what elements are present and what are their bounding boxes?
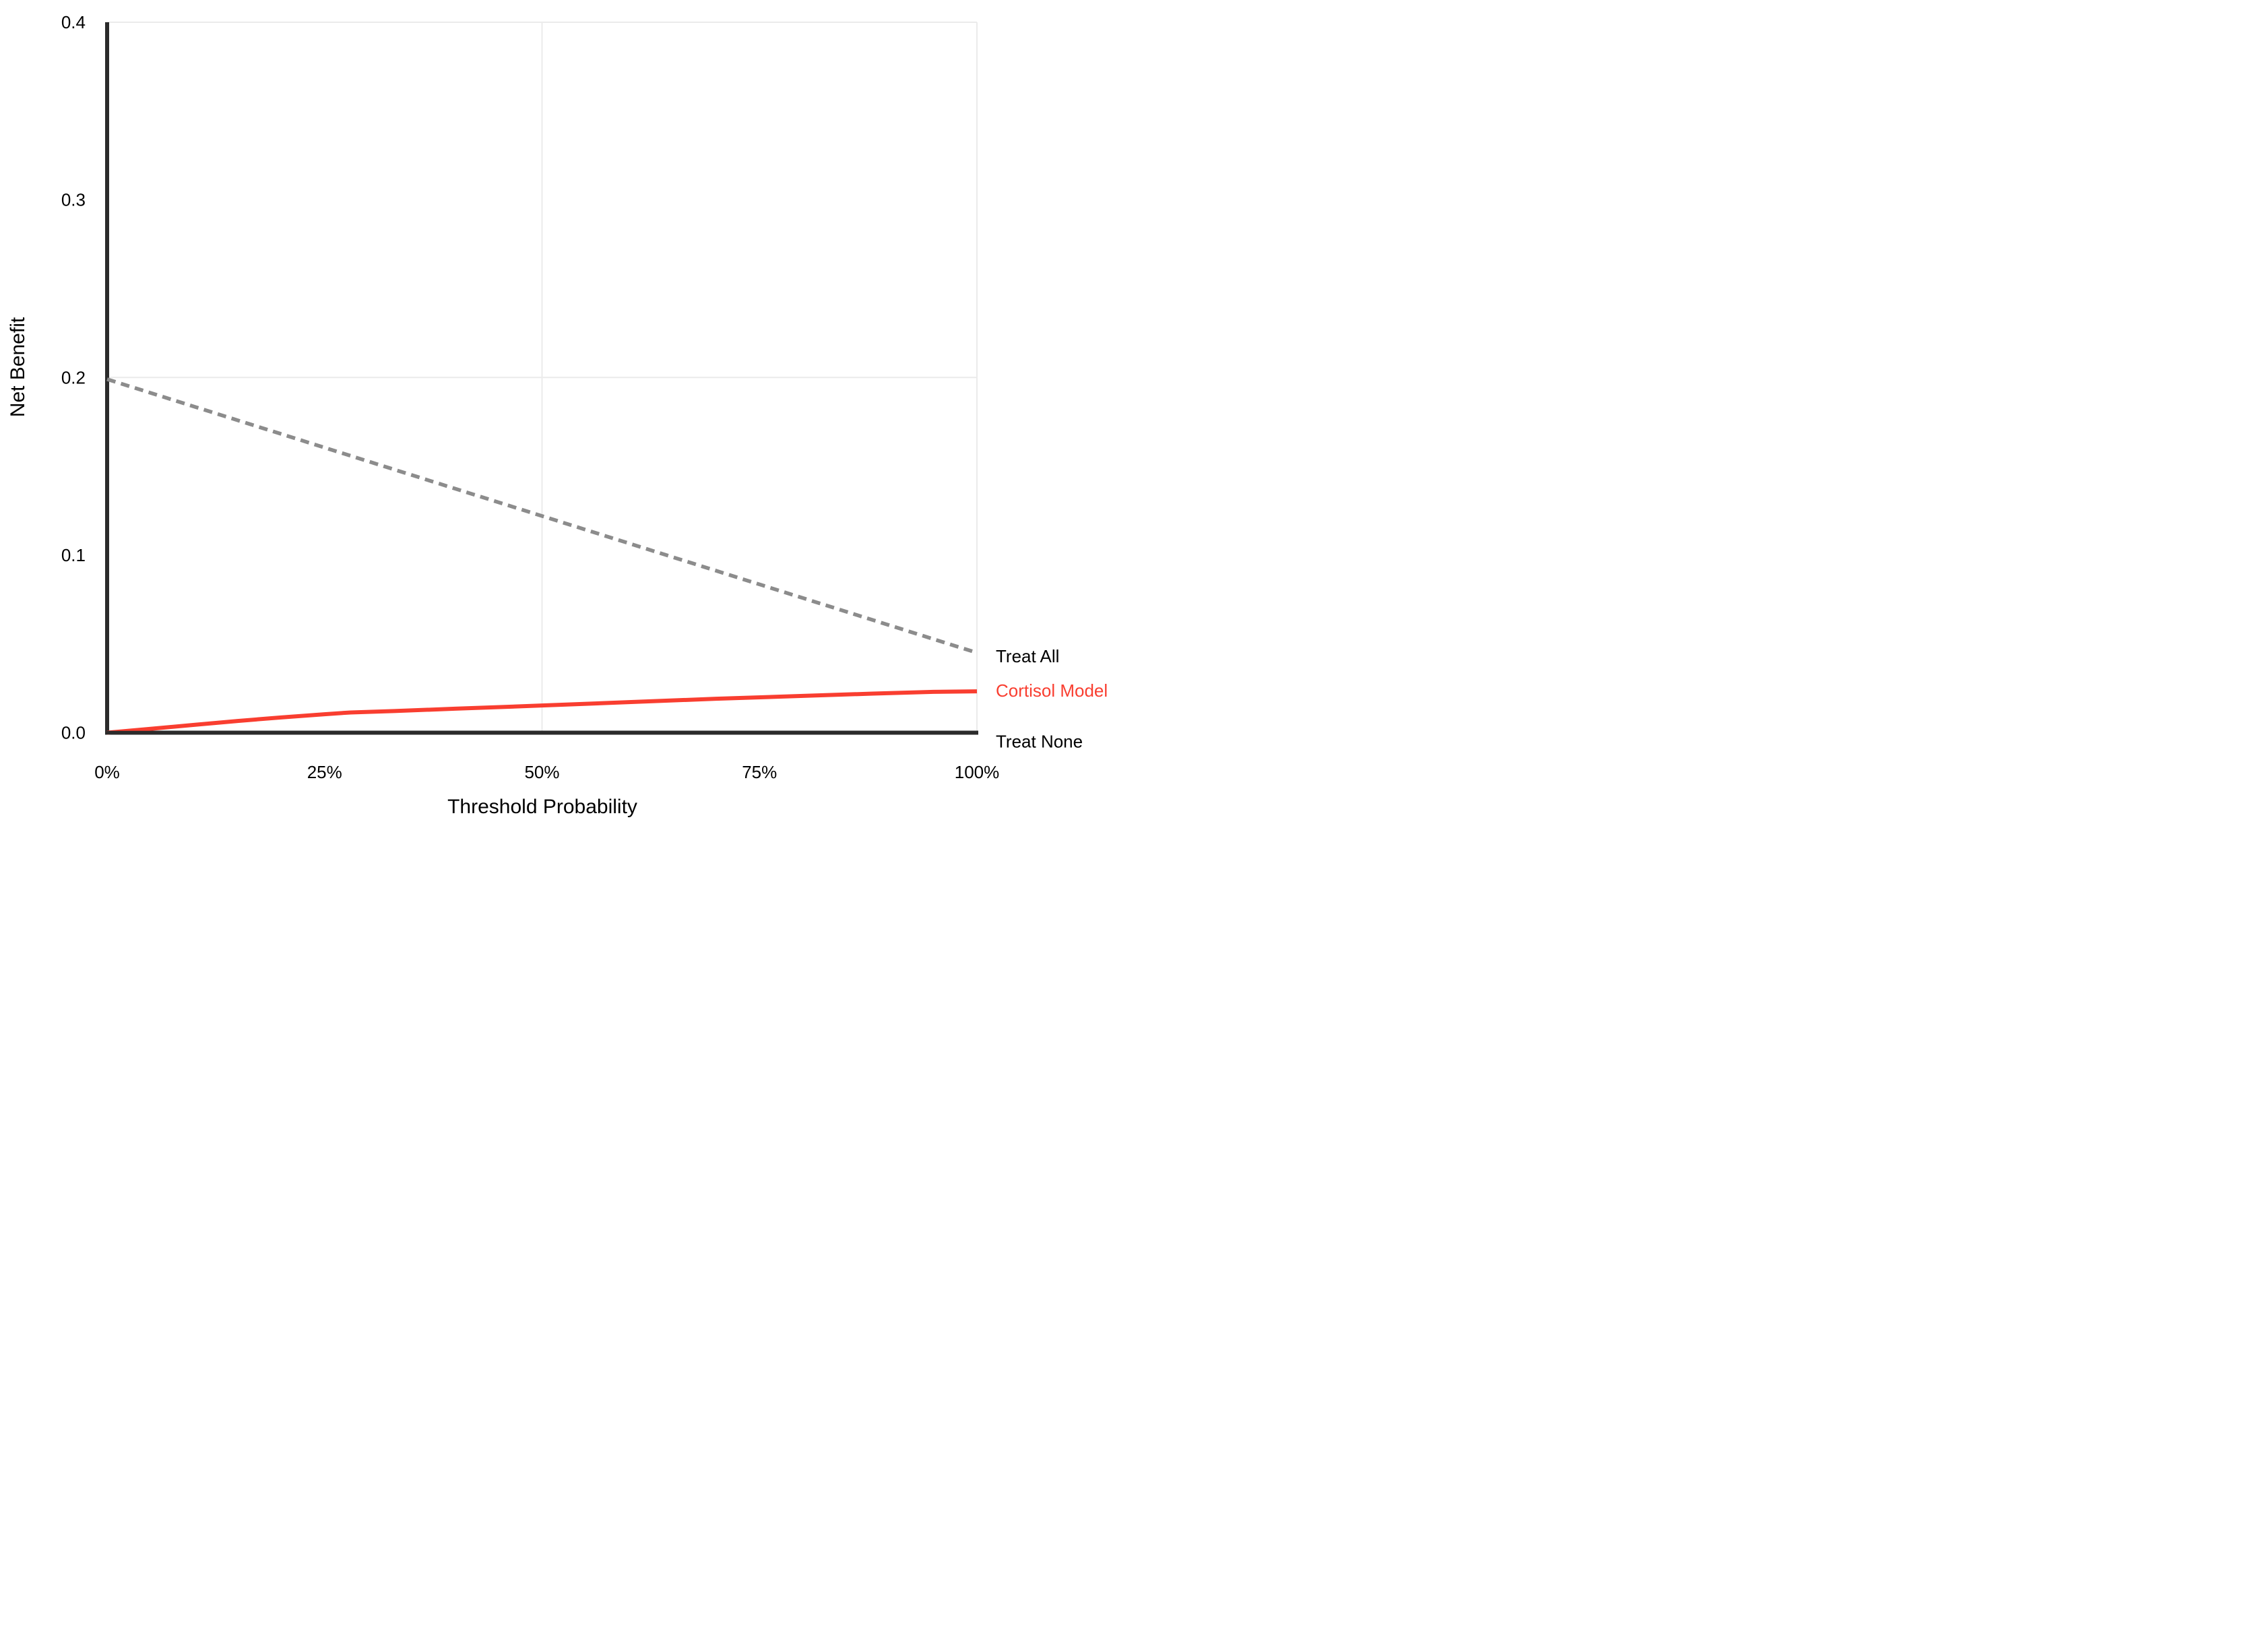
x-tick-label: 0%	[94, 762, 120, 782]
y-axis-title: Net Benefit	[7, 317, 29, 418]
x-tick-label: 100%	[955, 762, 1000, 782]
x-tick-label: 25%	[307, 762, 342, 782]
y-tick-label: 0.0	[61, 723, 86, 743]
y-tick-label: 0.1	[61, 545, 86, 565]
x-tick-label: 50%	[524, 762, 559, 782]
decision-curve-plot: 0.0 0.1 0.2 0.3 0.4 0% 25% 50% 75% 100% Treat All C…	[61, 12, 1108, 782]
series-end-label-treat-all: Treat All	[996, 646, 1059, 666]
treat-all-line	[106, 377, 978, 655]
y-tick-label: 0.4	[61, 12, 86, 32]
x-axis-title: Threshold Probability	[447, 796, 637, 818]
series-end-label-cortisol-model: Cortisol Model	[996, 680, 1108, 701]
y-tick-label: 0.2	[61, 367, 86, 387]
series-end-label-treat-none: Treat None	[996, 732, 1083, 752]
x-tick-label: 75%	[742, 762, 777, 782]
cortisol-model-line	[106, 689, 978, 735]
y-tick-label: 0.3	[61, 190, 86, 210]
decision-curve-figure: 0.0 0.1 0.2 0.3 0.4 0% 25% 50% 75% 100% Treat All C…	[0, 0, 1126, 826]
